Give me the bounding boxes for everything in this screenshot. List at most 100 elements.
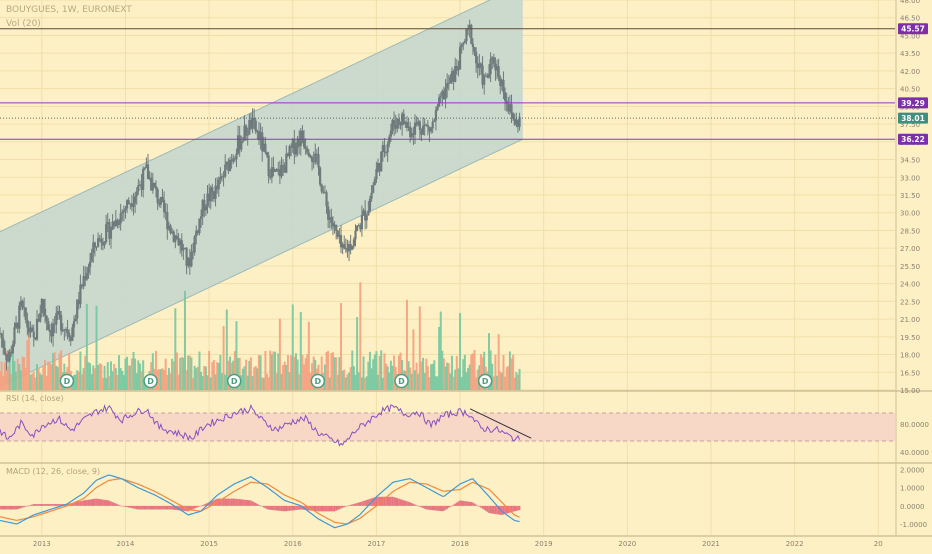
candle[interactable] [473, 46, 476, 56]
candle[interactable] [298, 130, 301, 155]
candle[interactable] [204, 204, 207, 216]
candle[interactable] [119, 203, 122, 231]
candle[interactable] [446, 73, 449, 98]
candle[interactable] [259, 123, 262, 150]
candle[interactable] [240, 135, 243, 153]
candle[interactable] [97, 232, 100, 248]
candle[interactable] [368, 195, 372, 213]
candle[interactable] [294, 142, 298, 158]
candle[interactable] [225, 161, 228, 170]
candle[interactable] [285, 145, 288, 174]
candle[interactable] [494, 57, 497, 81]
candle[interactable] [191, 242, 195, 260]
candle[interactable] [360, 205, 364, 237]
candle[interactable] [199, 209, 203, 228]
candle[interactable] [327, 201, 330, 229]
candle[interactable] [105, 214, 108, 244]
candle[interactable] [121, 209, 124, 222]
candle[interactable] [429, 126, 433, 134]
candle[interactable] [447, 74, 450, 91]
candle[interactable] [325, 190, 328, 214]
candle[interactable] [335, 224, 338, 240]
candle[interactable] [396, 118, 399, 133]
candle[interactable] [201, 199, 204, 226]
candle[interactable] [164, 203, 167, 221]
candle[interactable] [55, 306, 58, 334]
candle[interactable] [449, 74, 452, 84]
candle[interactable] [171, 227, 174, 235]
candle[interactable] [254, 118, 257, 135]
dividend-marker[interactable]: D [394, 373, 409, 389]
candle[interactable] [439, 92, 442, 103]
candle[interactable] [491, 56, 494, 69]
candle[interactable] [261, 126, 264, 162]
candle[interactable] [0, 332, 3, 348]
candle[interactable] [209, 185, 212, 210]
dividend-marker[interactable]: D [143, 373, 158, 389]
candle[interactable] [384, 151, 388, 157]
candle[interactable] [431, 119, 434, 134]
dividend-marker[interactable]: D [310, 373, 326, 389]
candle[interactable] [84, 266, 87, 287]
candle[interactable] [60, 310, 63, 336]
candle[interactable] [134, 192, 137, 213]
candle[interactable] [344, 238, 347, 254]
candle[interactable] [154, 180, 158, 198]
candle[interactable] [103, 241, 106, 249]
candle[interactable] [476, 56, 479, 79]
candle[interactable] [497, 58, 500, 82]
candle[interactable] [458, 42, 462, 70]
candle[interactable] [35, 310, 39, 341]
candle[interactable] [29, 321, 32, 338]
candle[interactable] [172, 229, 175, 243]
candle[interactable] [125, 199, 129, 214]
candle[interactable] [310, 155, 314, 171]
candle[interactable] [283, 162, 286, 173]
rsi-trendline[interactable] [469, 408, 532, 439]
candle[interactable] [100, 233, 103, 250]
candle[interactable] [246, 127, 249, 146]
candle[interactable] [425, 123, 428, 127]
candle[interactable] [241, 136, 244, 144]
candle[interactable] [352, 237, 355, 249]
candle[interactable] [206, 185, 209, 214]
candle[interactable] [378, 162, 381, 177]
candle[interactable] [478, 54, 481, 76]
candle[interactable] [217, 176, 220, 197]
candle[interactable] [513, 113, 516, 127]
candle[interactable] [61, 323, 64, 333]
candle[interactable] [320, 183, 323, 194]
candle[interactable] [66, 319, 69, 340]
candle[interactable] [53, 315, 56, 333]
candle[interactable] [13, 322, 16, 347]
candle[interactable] [518, 112, 521, 131]
candle[interactable] [465, 28, 468, 45]
candle[interactable] [14, 315, 18, 329]
candle[interactable] [319, 166, 322, 187]
candle[interactable] [40, 298, 43, 318]
candle[interactable] [357, 223, 360, 227]
candle[interactable] [27, 321, 31, 338]
candle[interactable] [288, 144, 291, 160]
candle[interactable] [286, 152, 290, 157]
candle[interactable] [489, 52, 492, 83]
candle[interactable] [412, 126, 415, 145]
candle[interactable] [503, 87, 507, 111]
candle[interactable] [257, 121, 261, 146]
candle[interactable] [162, 191, 166, 218]
candle[interactable] [347, 240, 351, 262]
candle[interactable] [76, 299, 79, 325]
candle[interactable] [158, 198, 161, 208]
candle[interactable] [124, 205, 127, 219]
candle[interactable] [282, 159, 285, 177]
dividend-marker[interactable]: D [226, 373, 242, 389]
candle[interactable] [77, 291, 80, 310]
candle[interactable] [45, 314, 48, 331]
candle[interactable] [415, 116, 418, 127]
candle[interactable] [512, 112, 515, 121]
candle[interactable] [243, 115, 246, 141]
candle[interactable] [138, 180, 142, 187]
candle[interactable] [309, 154, 312, 159]
candle[interactable] [373, 176, 376, 186]
